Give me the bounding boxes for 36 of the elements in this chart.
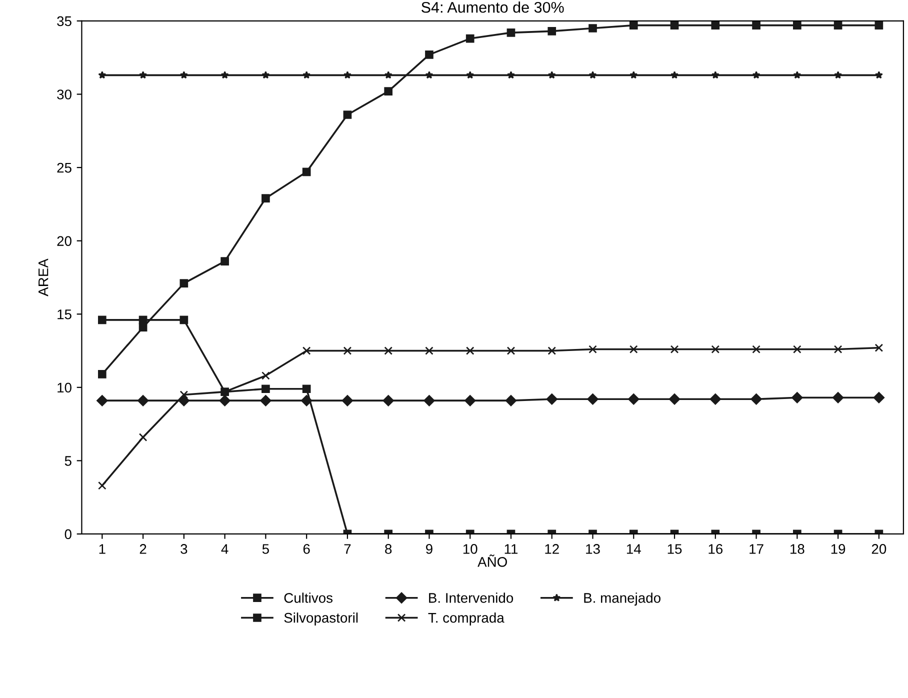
x-tick-label: 4 [221,544,228,554]
y-tick-label: 10 [58,382,72,393]
x-tick-label: 6 [303,544,310,554]
x-tick-label: 12 [545,544,559,554]
x-axis-title: AÑO [478,554,507,567]
x-tick-label: 18 [790,544,804,554]
x-tick-label: 13 [586,544,600,554]
y-axis-title: AREA [38,258,48,296]
legend-label: B. manejado [584,592,660,606]
y-tick-label: 30 [57,90,72,100]
legend-label: B. Intervenido [429,592,514,603]
x-tick-label: 19 [831,544,846,554]
x-tick-label: 16 [708,544,723,554]
x-tick-label: 20 [872,544,886,554]
x-tick-label: 17 [750,544,764,554]
y-tick-label: 15 [58,310,72,320]
y-tick-label: 25 [57,162,72,173]
x-tick-label: 14 [626,544,641,554]
y-tick-label: 5 [64,456,72,466]
x-tick-label: 15 [668,544,682,554]
x-tick-label: 5 [262,544,269,554]
x-tick-label: 3 [180,544,188,554]
chart-title: S4: Aumento de 30% [422,2,564,13]
y-tick-label: 0 [64,529,72,540]
x-tick-label: 10 [463,544,478,554]
legend-label: Silvopastoril [284,612,358,626]
x-tick-label: 9 [426,544,432,554]
y-tick-label: 35 [57,16,72,26]
y-tick-label: 20 [57,236,72,246]
legend-label: Cultivos [284,592,333,603]
legend-label: T. comprada [428,612,504,626]
x-tick-label: 1 [99,544,106,554]
x-tick-label: 11 [504,544,518,554]
x-tick-label: 2 [140,544,146,554]
x-tick-label: 7 [344,544,351,554]
x-tick-label: 8 [385,544,392,554]
